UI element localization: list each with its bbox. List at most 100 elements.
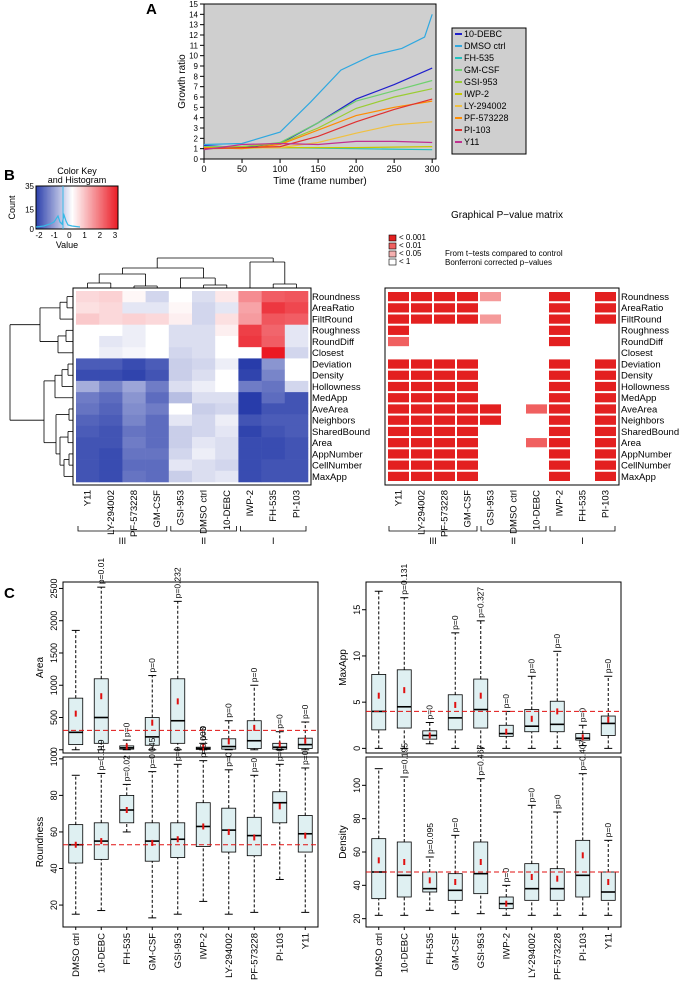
heatmap-cell xyxy=(261,291,286,303)
x-tick-label: 150 xyxy=(311,164,326,174)
heatmap-cell xyxy=(145,437,170,449)
color-key-frame xyxy=(35,185,119,230)
boxplot-grid: 05001000150020002500Areap=0.01p=0p=0p=0.… xyxy=(35,558,622,980)
group-bracket xyxy=(549,526,616,532)
pvalue-row-label: AppNumber xyxy=(621,449,672,460)
heatmap-cell xyxy=(215,335,239,348)
p-value-label: p=0 xyxy=(275,714,285,729)
color-key-gradient-cell xyxy=(109,186,112,229)
heatmap-cell xyxy=(261,313,286,326)
panel-label-a: A xyxy=(146,1,157,18)
group-label: I xyxy=(272,536,275,546)
pvalue-row-label: AreaRatio xyxy=(621,303,663,314)
color-key-gradient-cell xyxy=(56,186,59,229)
heatmap-cell xyxy=(192,369,216,382)
heatmap-cell xyxy=(238,448,262,460)
color-key-gradient-cell xyxy=(92,186,94,229)
heatmap-row-label: AppNumber xyxy=(312,449,363,460)
y-tick-label: 13 xyxy=(189,21,198,30)
p-value-label: p=0 xyxy=(173,747,183,762)
box xyxy=(600,871,616,901)
y-tick-label: 10 xyxy=(352,651,362,661)
heatmap-cell xyxy=(168,459,193,472)
heatmap-cell xyxy=(168,448,193,460)
pvalue-cell xyxy=(457,426,478,437)
value-tick-label: 3 xyxy=(113,231,118,240)
heatmap-cell xyxy=(192,403,216,415)
heatmap-cell xyxy=(76,380,100,393)
color-key-gradient-cell xyxy=(60,186,63,229)
color-key-gradient-cell xyxy=(105,186,108,229)
color-key-gradient-cell xyxy=(102,186,105,229)
pvalue-cell xyxy=(595,381,616,392)
pvalue-column-label: 10-DEBC xyxy=(532,490,543,530)
color-key-subtitle: and Histogram xyxy=(48,175,107,185)
heatmap-cell xyxy=(261,358,286,370)
y-tick-label: 80 xyxy=(49,790,59,800)
color-key-gradient-cell xyxy=(87,186,90,229)
color-key-gradient-cell xyxy=(36,186,38,229)
color-key-gradient-cell xyxy=(71,186,74,229)
pvalue-cell xyxy=(411,460,432,470)
heatmap-row-label: Neighbors xyxy=(312,416,356,427)
box xyxy=(396,841,412,898)
heatmap-cell xyxy=(99,403,123,415)
heatmap-cell xyxy=(215,425,239,438)
x-category-label: 10-DEBC xyxy=(96,933,107,973)
heatmap-cell xyxy=(99,302,123,314)
heatmap-row-label: FiltRound xyxy=(312,314,353,325)
p-value-label: p=0.131 xyxy=(399,563,409,594)
y-tick-label: 4 xyxy=(194,114,199,123)
pvalue-cell xyxy=(434,460,455,470)
pvalue-cell xyxy=(434,370,455,380)
pvalue-cell xyxy=(549,471,570,481)
group-label: II xyxy=(511,536,516,546)
color-key-gradient-cell xyxy=(53,186,56,229)
heatmap-cell xyxy=(284,324,309,337)
heatmap-cell xyxy=(168,437,193,449)
y-tick-label: 14 xyxy=(189,10,198,19)
pvalue-cell xyxy=(434,314,455,324)
color-key-gradient-cell xyxy=(98,186,101,229)
box xyxy=(396,669,412,729)
pvalue-cell xyxy=(388,359,409,369)
heatmap-cell xyxy=(168,358,193,370)
pvalue-cell xyxy=(388,370,409,380)
heatmap-cell xyxy=(238,291,262,303)
heatmap-cell xyxy=(215,470,239,483)
color-key-gradient-cell xyxy=(78,186,81,229)
pvalue-cell xyxy=(457,381,478,392)
pvalue-cell xyxy=(595,460,616,470)
legend-label: Y11 xyxy=(464,137,479,147)
pvalue-row-label: Deviation xyxy=(621,359,661,370)
p-value-label: p=0 xyxy=(527,659,537,674)
p-value-label: p=0 xyxy=(249,758,259,773)
y-tick-label: 60 xyxy=(49,827,59,837)
heatmap-cell xyxy=(215,291,239,303)
pvalue-row-label: FiltRound xyxy=(621,314,662,325)
color-key-gradient-cell xyxy=(42,186,45,229)
pvalue-row-label: AveArea xyxy=(621,404,658,415)
pvalue-cell xyxy=(595,314,616,324)
panel-label-b: B xyxy=(4,167,15,184)
pvalue-row-label: Closest xyxy=(621,348,653,359)
heatmap-cell xyxy=(168,313,193,326)
pvalue-cell xyxy=(411,381,432,392)
y-axis-label: MaxApp xyxy=(338,649,349,686)
heatmap-cell xyxy=(215,358,239,370)
heatmap-cell xyxy=(99,459,123,472)
pvalue-cell xyxy=(434,415,455,425)
pvalue-cell xyxy=(411,415,432,425)
boxplot-panel-maxapp: 0 5 10 15 MaxApp p=0.131 p=0 p=0 p=0.327 p=0 p=0 p=… xyxy=(338,563,622,754)
pvalue-cell xyxy=(388,426,409,437)
heatmap-row-label: AveArea xyxy=(312,404,349,415)
y-tick-label: 60 xyxy=(352,847,362,857)
heatmap-cell xyxy=(76,324,100,337)
pvalue-cell xyxy=(411,438,432,448)
legend-label: IWP-2 xyxy=(464,89,489,99)
heatmap-cell xyxy=(192,302,216,314)
pvalue-cell xyxy=(411,426,432,437)
pvalue-cell xyxy=(411,292,432,302)
boxplot-frame xyxy=(62,756,319,928)
